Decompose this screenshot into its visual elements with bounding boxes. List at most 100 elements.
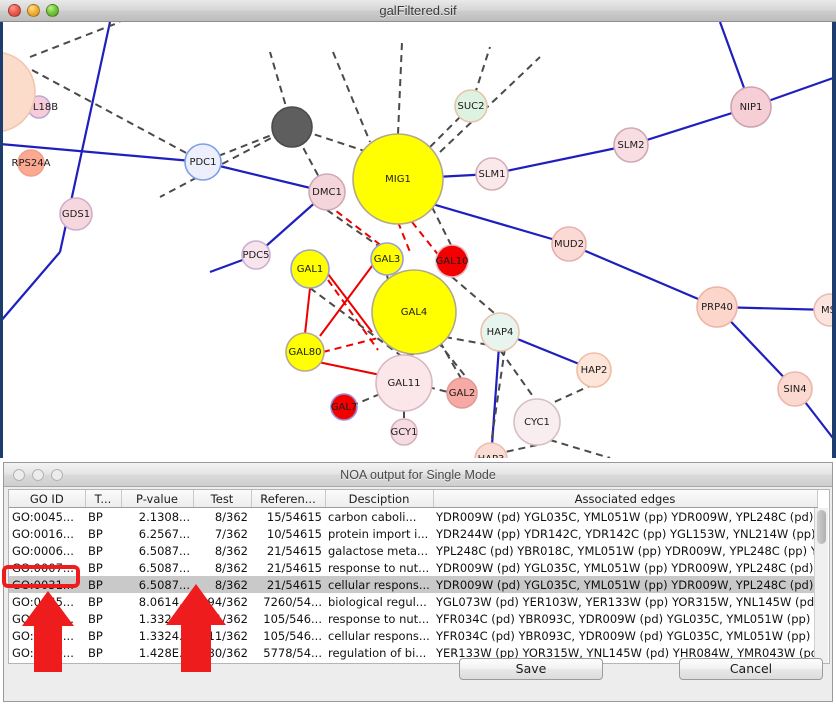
graph-node[interactable]: GAL7 (330, 393, 358, 421)
graph-node[interactable]: GAL3 (370, 242, 404, 276)
table-row[interactable]: GO:0007... BP 6.5087... 8/362 21/54615 respon… (9, 559, 817, 576)
graph-edge[interactable] (355, 393, 381, 405)
node-circle[interactable] (308, 173, 346, 211)
node-circle[interactable] (285, 332, 325, 372)
graph-edge[interactable] (549, 383, 595, 405)
graph-node[interactable]: HAP3 (474, 442, 508, 458)
graph-edge[interactable] (202, 160, 328, 194)
graph-edge[interactable] (159, 126, 293, 198)
graph-edge[interactable] (327, 273, 373, 333)
table-row[interactable]: GO:0031... BP 1.3324... 11/362 105/546... cel… (9, 627, 817, 644)
graph-node[interactable]: SLM2 (613, 127, 649, 163)
graph-edge[interactable] (490, 347, 506, 445)
node-circle[interactable] (480, 312, 520, 352)
graph-edge[interactable] (429, 331, 471, 383)
table-row[interactable]: GO:0031... BP 6.5087... 8/362 21/54615 cellul… (9, 576, 817, 593)
graph-edge[interactable] (0, 251, 61, 323)
node-circle[interactable] (435, 244, 469, 278)
graph-edge[interactable] (304, 287, 311, 335)
graph-edge[interactable] (630, 105, 752, 147)
table-row[interactable]: GO:0045... BP 2.1308... 8/362 15/54615 carbon… (9, 508, 817, 526)
graph-node[interactable]: SIN4 (777, 371, 813, 407)
node-circle[interactable] (375, 354, 433, 412)
node-circle[interactable] (330, 393, 358, 421)
node-circle[interactable] (551, 226, 587, 262)
graph-edge[interactable] (309, 287, 405, 359)
node-circle[interactable] (696, 286, 738, 328)
graph-node[interactable]: CYC1 (513, 398, 561, 446)
table-row[interactable]: GO:0065... BP 8.0614... 94/362 7260/54... bio… (9, 593, 817, 610)
node-circle[interactable] (813, 293, 836, 327)
dialog-close-button[interactable] (13, 469, 25, 481)
graph-edge[interactable] (326, 209, 388, 253)
graph-node[interactable]: MUD2 (551, 226, 587, 262)
dialog-minimize-button[interactable] (32, 469, 44, 481)
graph-node[interactable]: SUC2 (454, 89, 488, 123)
node-circle[interactable] (576, 352, 612, 388)
graph-node[interactable]: GDS1 (59, 197, 93, 231)
node-circle[interactable] (17, 149, 45, 177)
graph-node[interactable]: GAL4 (371, 269, 457, 355)
graph-edge[interactable] (0, 142, 204, 164)
graph-edge[interactable] (31, 69, 204, 163)
cancel-button[interactable]: Cancel (679, 658, 823, 680)
graph-node[interactable]: GAL80 (285, 332, 325, 372)
graph-edge[interactable] (491, 143, 632, 176)
graph-node[interactable]: PRP40 (696, 286, 738, 328)
node-circle[interactable] (613, 127, 649, 163)
graph-edge[interactable] (549, 439, 611, 458)
minimize-button[interactable] (27, 4, 40, 17)
graph-node[interactable]: GAL2 (446, 377, 478, 409)
node-circle[interactable] (474, 442, 508, 458)
graph-node[interactable]: GAL11 (375, 354, 433, 412)
node-circle[interactable] (290, 249, 330, 289)
graph-edge[interactable] (431, 206, 453, 248)
graph-node[interactable]: DMC1 (308, 173, 346, 211)
graph-edge[interactable] (411, 221, 441, 258)
graph-edge[interactable] (326, 203, 388, 251)
results-table-container[interactable]: GO ID T... P-value Test Referen... Desci… (8, 489, 830, 664)
graph-edge[interactable] (29, 22, 121, 58)
graph-node[interactable]: MIG1 (352, 133, 444, 225)
graph-edge[interactable] (504, 444, 538, 453)
node-circle[interactable] (352, 133, 444, 225)
save-button[interactable]: Save (459, 658, 603, 680)
zoom-button[interactable] (46, 4, 59, 17)
graph-edge[interactable] (444, 336, 501, 348)
graph-edge[interactable] (332, 51, 371, 143)
graph-edge[interactable] (439, 341, 463, 381)
network-graph[interactable]: RPL18BRPS24AGDS1PDC1PDC5DMC1MIG1SUC2SLM1… (0, 22, 836, 458)
graph-edge[interactable] (470, 46, 491, 107)
graph-node[interactable]: PDC5 (241, 240, 271, 270)
graph-node[interactable]: GAL10 (435, 244, 469, 278)
results-table[interactable]: GO ID T... P-value Test Referen... Desci… (9, 490, 818, 661)
scrollbar-thumb[interactable] (817, 510, 826, 544)
dialog-zoom-button[interactable] (51, 469, 63, 481)
column-header-description[interactable]: Desciption (325, 490, 434, 508)
graph-edge[interactable] (319, 265, 373, 337)
graph-node[interactable]: RPS24A (12, 149, 51, 177)
node-circle[interactable] (370, 242, 404, 276)
node-circle[interactable] (513, 398, 561, 446)
node-circle[interactable] (0, 51, 36, 133)
graph-edge[interactable] (499, 349, 538, 403)
table-body[interactable]: GO:0045... BP 2.1308... 8/362 15/54615 carbon… (9, 508, 817, 662)
column-header-type[interactable]: T... (85, 490, 122, 508)
graph-node[interactable] (0, 51, 36, 133)
node-circle[interactable] (59, 197, 93, 231)
node-circle[interactable] (271, 106, 313, 148)
node-circle[interactable] (371, 269, 457, 355)
column-header-p-value[interactable]: P-value (121, 490, 194, 508)
graph-node[interactable]: NIP1 (730, 86, 772, 128)
graph-node[interactable]: HAP2 (576, 352, 612, 388)
graph-node[interactable]: GCY1 (390, 418, 418, 446)
graph-edge[interactable] (568, 242, 718, 309)
graph-node[interactable]: HAP4 (480, 312, 520, 352)
table-row[interactable]: GO:0006... BP 6.5087... 8/362 21/54615 galact… (9, 542, 817, 559)
node-circle[interactable] (730, 86, 772, 128)
graph-node[interactable] (271, 106, 313, 148)
graph-edge[interactable] (327, 279, 379, 351)
graph-edge[interactable] (322, 337, 379, 353)
graph-edge[interactable] (439, 56, 541, 153)
node-circle[interactable] (475, 157, 509, 191)
